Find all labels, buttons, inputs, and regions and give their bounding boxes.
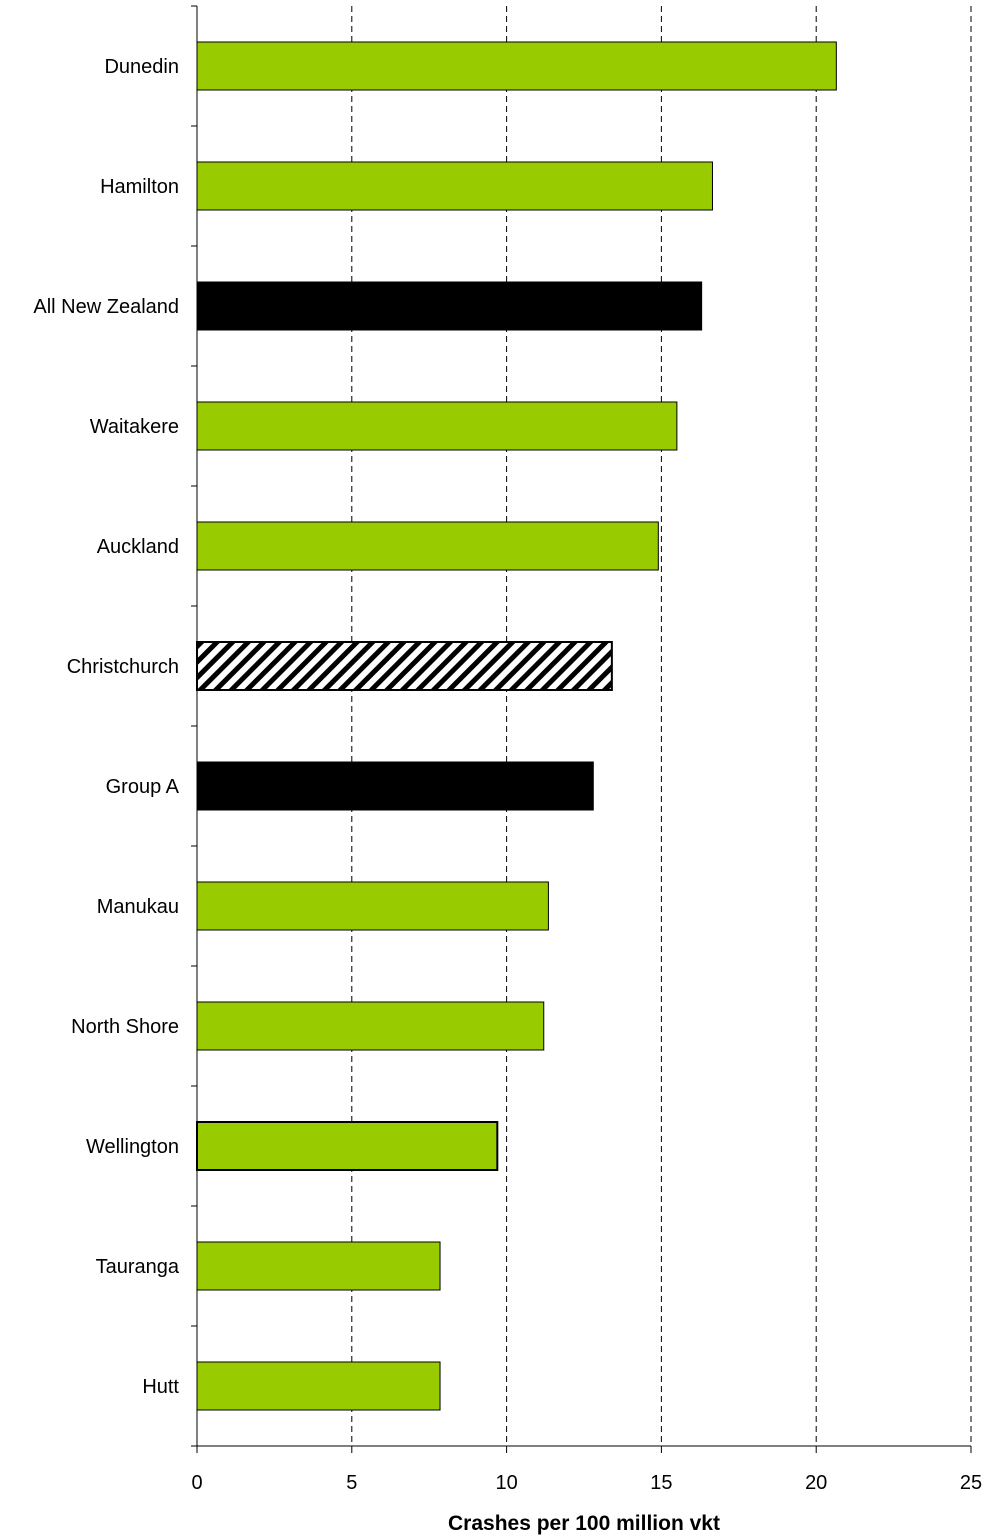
x-tick-label: 15	[650, 1472, 672, 1494]
x-axis-title: Crashes per 100 million vkt	[448, 1512, 720, 1535]
category-label: Wellington	[86, 1136, 179, 1158]
bar	[196, 1361, 441, 1411]
bar	[196, 1241, 441, 1291]
bar	[196, 401, 678, 451]
bar	[196, 161, 713, 211]
bar	[196, 41, 837, 91]
category-label: Waitakere	[90, 416, 179, 438]
category-label: Christchurch	[67, 656, 179, 678]
x-tick-label: 5	[346, 1472, 357, 1494]
bar	[196, 881, 549, 931]
bars	[196, 41, 837, 1411]
labels: Dunedin Hamilton All New Zealand Waitakere A…	[33, 56, 982, 1494]
category-label: Hamilton	[100, 176, 179, 198]
category-label: Auckland	[97, 536, 179, 558]
bar	[196, 761, 594, 811]
axes	[191, 5, 972, 1453]
x-tick-label: 20	[805, 1472, 827, 1494]
grid-lines	[351, 6, 972, 1446]
category-label: Manukau	[97, 896, 179, 918]
category-label: North Shore	[71, 1016, 179, 1038]
category-label: Hutt	[142, 1376, 179, 1398]
category-label: Tauranga	[96, 1256, 180, 1278]
x-tick-label: 0	[191, 1472, 202, 1494]
category-label: All New Zealand	[33, 296, 179, 318]
bar	[196, 521, 659, 571]
bar	[196, 1001, 545, 1051]
x-tick-label: 25	[960, 1472, 982, 1494]
bar	[196, 281, 703, 331]
x-tick-label: 10	[495, 1472, 517, 1494]
bar	[196, 1121, 499, 1171]
bar	[196, 641, 613, 691]
category-label: Group A	[106, 776, 180, 798]
category-label: Dunedin	[104, 56, 179, 78]
